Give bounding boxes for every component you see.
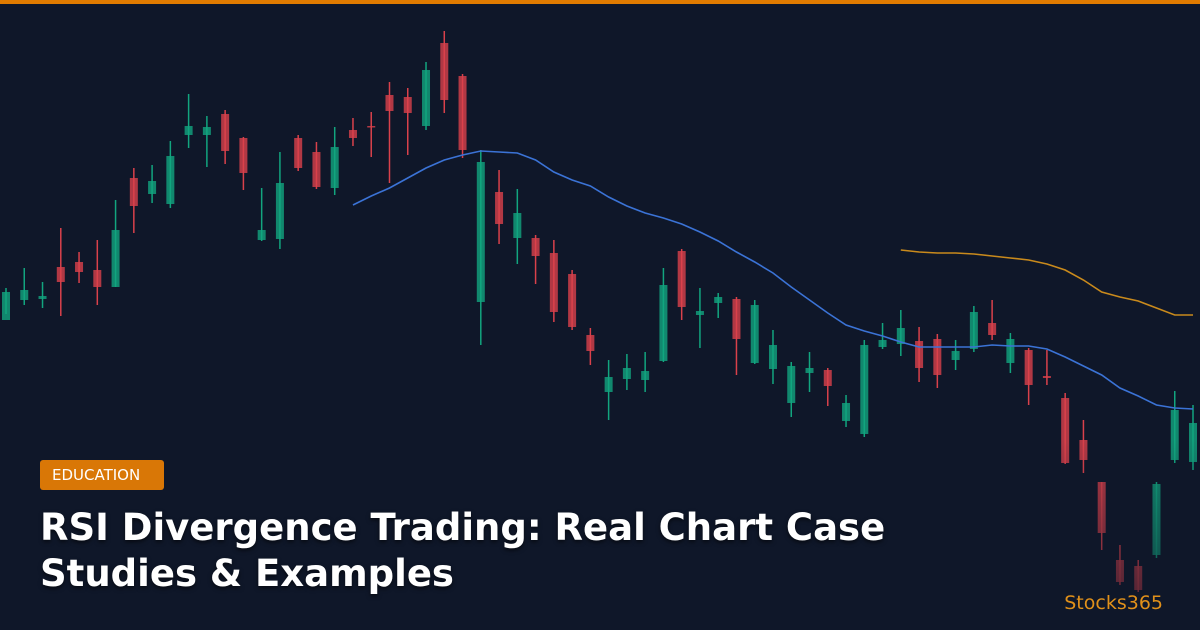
candle-body [348, 130, 357, 138]
candle-body [951, 351, 960, 360]
category-badge: EDUCATION [40, 460, 164, 490]
candle-body [604, 377, 613, 392]
brand: Stocks365 [1064, 592, 1163, 614]
candle-body [2, 292, 10, 320]
candle-body [367, 126, 376, 128]
candle-body [714, 297, 723, 303]
candle-body [202, 127, 211, 135]
candle-body [495, 192, 504, 224]
candle-body [312, 152, 321, 187]
candle-body [476, 162, 485, 302]
candle-body [549, 253, 558, 312]
candle-body [93, 270, 102, 287]
candle-body [750, 305, 759, 363]
candle-body [330, 147, 339, 188]
candle-body [257, 230, 266, 240]
candle-body [896, 328, 905, 344]
candle-body [1170, 410, 1179, 460]
candle-body [38, 296, 47, 299]
candle-body [787, 366, 796, 403]
candle-body [275, 183, 284, 239]
candle-body [695, 311, 704, 315]
candle-body [1006, 339, 1015, 363]
candle-body [221, 114, 230, 151]
fade-overlay [0, 440, 1200, 630]
candle-body [1024, 350, 1033, 385]
candle-body [768, 345, 777, 369]
candle-body [513, 213, 522, 238]
candle-body [166, 156, 175, 204]
candle-body [1061, 398, 1070, 463]
candle-body [988, 323, 997, 335]
candle-body [403, 97, 412, 113]
headline: RSI Divergence Trading: Real Chart Case … [40, 506, 886, 595]
candle-body [842, 403, 851, 421]
candle-body [586, 335, 595, 351]
candle-body [933, 339, 942, 375]
candle-body [805, 368, 814, 373]
candle-body [111, 230, 120, 287]
candle-body [531, 238, 540, 256]
candle-body [294, 138, 303, 168]
candle-body [659, 285, 668, 361]
candle-body [568, 274, 577, 327]
candle-body [422, 70, 431, 126]
candle-body [148, 181, 157, 194]
candle-body [823, 370, 832, 386]
candle-body [641, 371, 650, 380]
candle-body [915, 341, 924, 368]
candle-body [440, 43, 449, 100]
candle-body [75, 262, 84, 272]
candle-body [969, 312, 978, 349]
moving-average-line [900, 249, 1193, 316]
candle-body [129, 178, 138, 206]
candle-body [385, 95, 394, 111]
candle-body [622, 368, 631, 379]
candle-body [239, 138, 248, 173]
candle-body [732, 299, 741, 339]
candle-body [458, 76, 467, 150]
top-bar [0, 0, 1200, 4]
candle-body [1042, 376, 1051, 378]
candle-body [860, 345, 869, 434]
candle-body [56, 267, 65, 282]
candle-body [677, 251, 686, 307]
candle-body [20, 290, 29, 300]
candle-body [184, 126, 193, 135]
candle-body [878, 340, 887, 347]
moving-average-line [352, 150, 1194, 410]
